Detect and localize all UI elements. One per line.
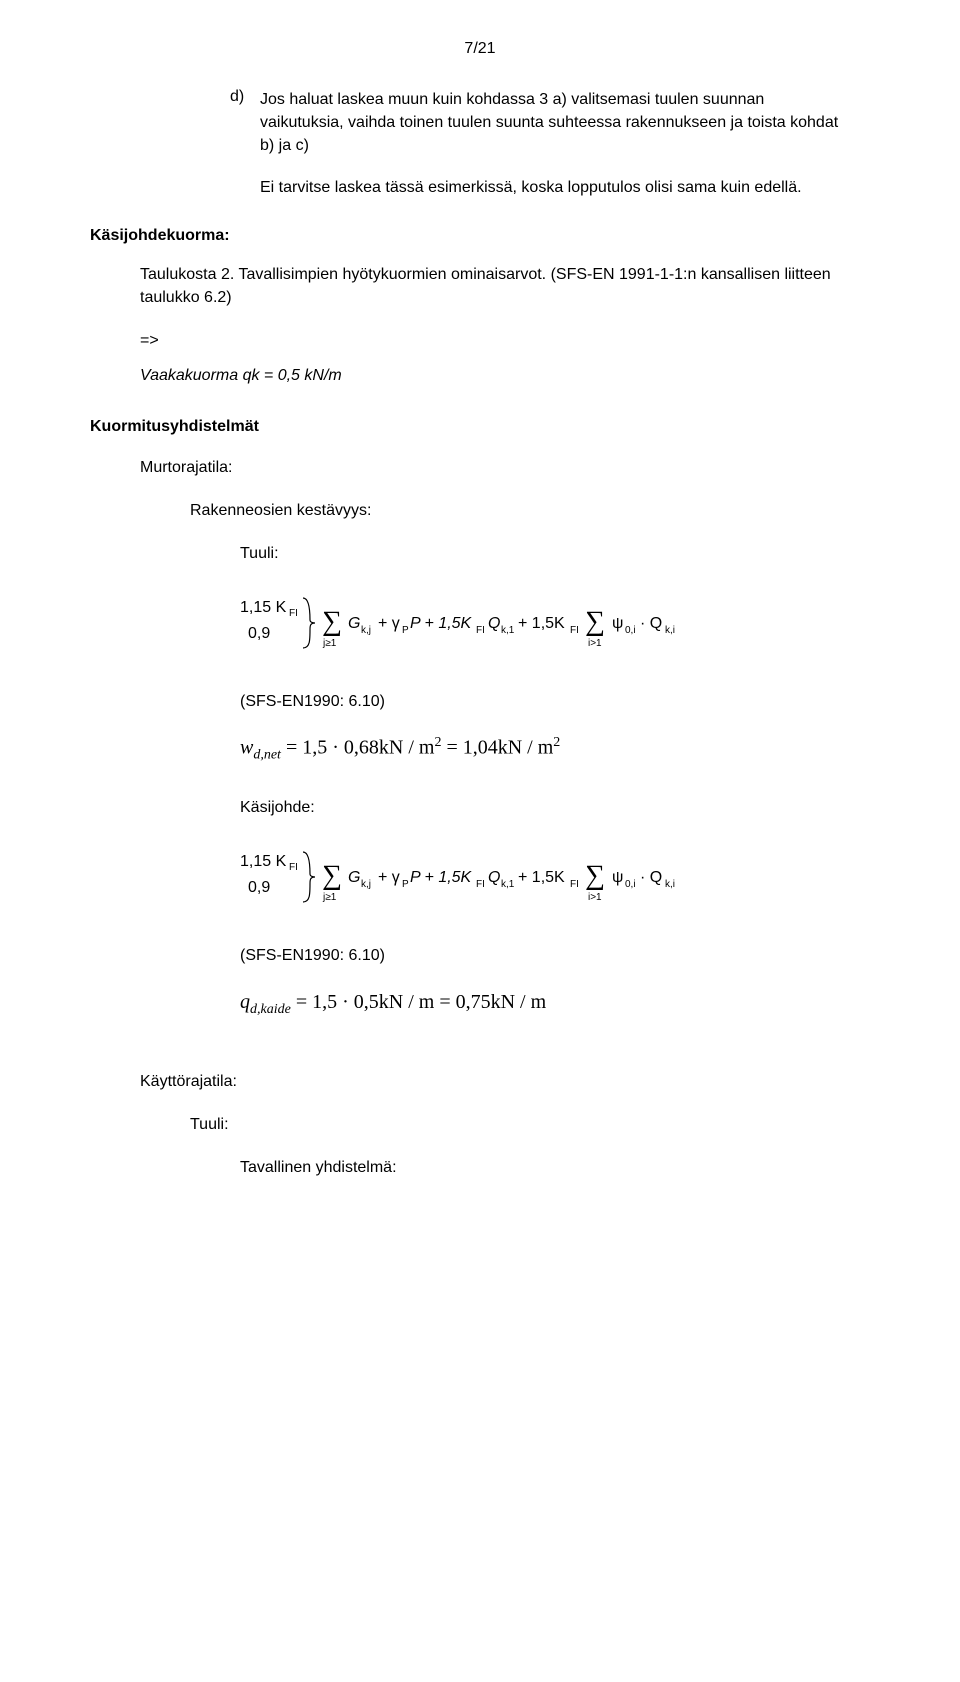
gamma-p-sub-2: P — [402, 879, 409, 890]
rakenneosien-label: Rakenneosien kestävyys: — [190, 499, 870, 522]
tuuli-label-2: Tuuli: — [190, 1113, 870, 1136]
q-k1-sub-2: k,1 — [501, 879, 515, 890]
tavallinen-label: Tavallinen yhdistelmä: — [240, 1156, 870, 1179]
eq-q-body: = 1,5 · 0,5kN / m = 0,75kN / m — [291, 991, 546, 1013]
g-kj-sub-2: k,j — [361, 879, 371, 890]
plus-15k-1: + 1,5K — [518, 615, 565, 632]
sigma-i-sub-1: i>1 — [588, 638, 602, 649]
list-marker-d: d) — [230, 88, 260, 158]
sigma-j-sub-2: j≥1 — [322, 892, 337, 903]
brace-top-sub-1: FI — [289, 608, 298, 619]
eq-w: wd,net = 1,5 · 0,68kN / m2 = 1,04kN / m2 — [240, 733, 870, 766]
vaakakuorma-prefix: Vaakakuorma — [140, 367, 243, 384]
list-item-d-block: d) Jos haluat laskea muun kuin kohdassa … — [230, 88, 850, 199]
brace-bot-2: 0,9 — [248, 879, 270, 896]
dot-q-2: · Q — [640, 869, 662, 886]
kfi-sub-b-1: FI — [570, 625, 579, 636]
p-term-1: P + 1,5K — [410, 615, 473, 632]
eq1-label: (SFS-EN1990: 6.10) — [240, 690, 870, 713]
eq-w-body: = 1,5 · 0,68kN / m — [281, 737, 435, 759]
sigma-j-2: ∑ — [322, 860, 342, 891]
page-number: 7/21 — [90, 40, 870, 58]
brace-bot-1: 0,9 — [248, 625, 270, 642]
eq-w-sup2: 2 — [553, 735, 560, 750]
tuuli-label-1: Tuuli: — [240, 542, 870, 565]
psi-sub-2: 0,i — [625, 879, 636, 890]
p-term-2: P + 1,5K — [410, 869, 473, 886]
brace-top-1: 1,15 K — [240, 599, 287, 616]
psi-1: ψ — [612, 615, 623, 632]
kfi-sub-a-1: FI — [476, 625, 485, 636]
sigma-i-sub-2: i>1 — [588, 892, 602, 903]
formula-2: 1,15 K FI 0,9 ∑ j≥1 G k,j + γ P P + 1,5K… — [240, 844, 870, 919]
kasijohde-label: Käsijohde: — [240, 796, 870, 819]
q-ki-sub-1: k,i — [665, 625, 675, 636]
murtorajatila-label: Murtorajatila: — [140, 456, 870, 479]
eq-w-var: w — [240, 737, 253, 759]
eq2-label: (SFS-EN1990: 6.10) — [240, 944, 870, 967]
g-kj-1: G — [348, 615, 360, 632]
eq-q-var: q — [240, 991, 250, 1013]
arrow: => — [140, 329, 870, 352]
sigma-i-1: ∑ — [585, 606, 605, 637]
eq-w-sub: d,net — [253, 748, 281, 763]
kfi-sub-a-2: FI — [476, 879, 485, 890]
sigma-i-2: ∑ — [585, 860, 605, 891]
vaakakuorma-value: qk = 0,5 kN/m — [243, 367, 342, 384]
psi-2: ψ — [612, 869, 623, 886]
eq-w-mid: = 1,04kN / m — [441, 737, 553, 759]
vaakakuorma-line: Vaakakuorma qk = 0,5 kN/m — [140, 364, 870, 387]
g-kj-2: G — [348, 869, 360, 886]
q-k1-sub-1: k,1 — [501, 625, 515, 636]
formula-1: 1,15 K FI 0,9 ∑ j≥1 G k,j + γ P P + 1,5K… — [240, 590, 870, 665]
plus-15k-2: + 1,5K — [518, 869, 565, 886]
list-d-subtext: Ei tarvitse laskea tässä esimerkissä, ko… — [260, 176, 850, 199]
plus-gamma-p-2: + γ — [378, 869, 400, 886]
q-k1-1: Q — [488, 615, 500, 632]
sigma-j-sub-1: j≥1 — [322, 638, 337, 649]
psi-sub-1: 0,i — [625, 625, 636, 636]
q-k1-2: Q — [488, 869, 500, 886]
plus-gamma-p-1: + γ — [378, 615, 400, 632]
gamma-p-sub-1: P — [402, 625, 409, 636]
heading-kasijohdekuorma: Käsijohdekuorma: — [90, 227, 870, 245]
brace-top-sub-2: FI — [289, 862, 298, 873]
eq-q-sub: d,kaide — [250, 1002, 291, 1017]
list-text-d: Jos haluat laskea muun kuin kohdassa 3 a… — [260, 88, 850, 158]
g-kj-sub-1: k,j — [361, 625, 371, 636]
dot-q-1: · Q — [640, 615, 662, 632]
kasijohdekuorma-para: Taulukosta 2. Tavallisimpien hyötykuormi… — [140, 263, 870, 309]
brace-top-2: 1,15 K — [240, 853, 287, 870]
eq-q: qd,kaide = 1,5 · 0,5kN / m = 0,75kN / m — [240, 988, 870, 1020]
sigma-j-1: ∑ — [322, 606, 342, 637]
q-ki-sub-2: k,i — [665, 879, 675, 890]
kayttorajatila-heading: Käyttörajatila: — [140, 1070, 870, 1093]
kfi-sub-b-2: FI — [570, 879, 579, 890]
heading-kuormitus: Kuormitusyhdistelmät — [90, 418, 870, 436]
